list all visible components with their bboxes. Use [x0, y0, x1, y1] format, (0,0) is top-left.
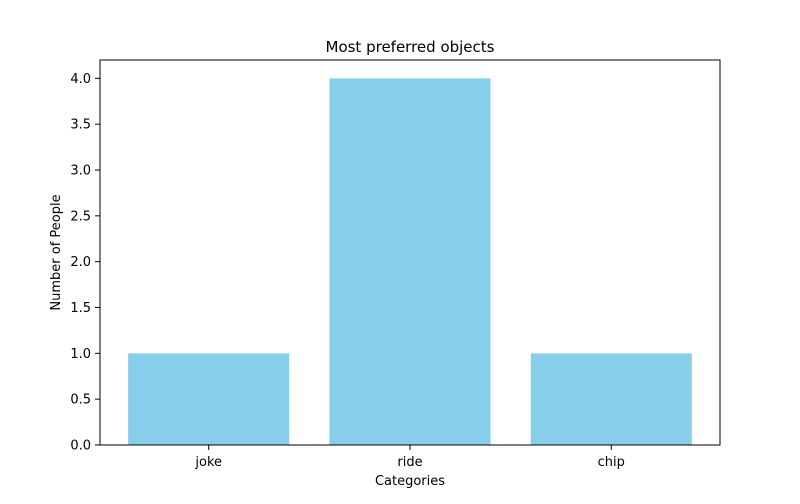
bar-joke — [128, 353, 290, 445]
y-tick-label: 2.0 — [70, 255, 91, 270]
x-tick-label-joke: joke — [194, 455, 222, 470]
x-tick-label-ride: ride — [397, 455, 422, 470]
bar-chip — [530, 353, 692, 445]
y-tick-label: 3.5 — [70, 118, 91, 133]
bars-layer — [128, 78, 692, 445]
y-tick-label: 4.0 — [70, 72, 91, 87]
y-axis-label: Number of People — [49, 194, 64, 310]
y-tick-label: 0.5 — [70, 393, 91, 408]
chart-title: Most preferred objects — [326, 38, 495, 56]
y-tick-label: 1.5 — [70, 301, 91, 316]
x-axis: joke ride chip — [194, 445, 625, 470]
y-tick-label: 2.5 — [70, 209, 91, 224]
x-axis-label: Categories — [375, 474, 445, 489]
y-axis: 0.0 0.5 1.0 1.5 2.0 2.5 3.0 3.5 4.0 — [70, 72, 100, 454]
y-tick-label: 1.0 — [70, 347, 91, 362]
plot-frame — [99, 59, 721, 446]
y-tick-label: 3.0 — [70, 164, 91, 179]
bar-ride — [329, 78, 491, 445]
y-tick-label: 0.0 — [70, 439, 91, 454]
x-tick-label-chip: chip — [598, 455, 625, 470]
